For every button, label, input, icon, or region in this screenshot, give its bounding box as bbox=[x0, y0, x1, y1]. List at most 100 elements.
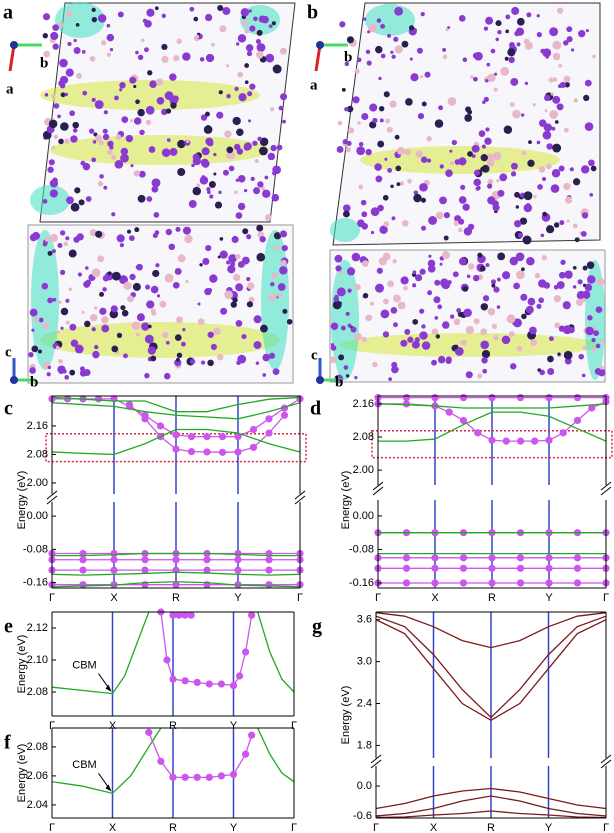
band-point bbox=[169, 675, 177, 683]
atom bbox=[454, 159, 461, 165]
atom bbox=[597, 368, 606, 377]
band-point bbox=[402, 554, 411, 562]
axis-label: a bbox=[310, 77, 318, 93]
atom bbox=[106, 52, 112, 57]
atom bbox=[549, 27, 559, 37]
atom bbox=[565, 272, 570, 277]
atom bbox=[243, 188, 248, 193]
atom bbox=[454, 346, 464, 356]
band-point bbox=[217, 680, 225, 688]
atom bbox=[126, 295, 134, 303]
band-point bbox=[205, 680, 213, 688]
atom bbox=[508, 331, 515, 338]
atom bbox=[473, 318, 480, 325]
y-tick-label: 2.16 bbox=[353, 398, 374, 410]
atom bbox=[218, 90, 223, 95]
y-tick-label: 2.10 bbox=[27, 654, 48, 666]
atom bbox=[403, 285, 408, 291]
atom bbox=[153, 212, 160, 218]
band-point bbox=[265, 581, 273, 589]
atom bbox=[100, 40, 107, 46]
band-point bbox=[203, 556, 211, 564]
atom bbox=[581, 297, 586, 302]
atom bbox=[421, 324, 426, 329]
atom bbox=[361, 211, 368, 218]
atom bbox=[102, 128, 108, 134]
axis-break bbox=[370, 754, 382, 769]
atom bbox=[382, 331, 390, 338]
band-point bbox=[265, 566, 273, 574]
atom bbox=[485, 263, 490, 268]
atom bbox=[188, 199, 197, 208]
atom bbox=[382, 252, 391, 261]
atom bbox=[557, 7, 564, 14]
atom bbox=[578, 353, 585, 360]
atom bbox=[213, 172, 217, 176]
atom bbox=[57, 114, 61, 119]
atom bbox=[524, 81, 529, 86]
atom bbox=[486, 62, 491, 67]
y-tick-label: 2.06 bbox=[27, 770, 48, 782]
atom bbox=[69, 110, 75, 117]
atom bbox=[366, 60, 372, 66]
atom bbox=[213, 152, 217, 157]
atom bbox=[580, 165, 590, 174]
atom bbox=[222, 7, 231, 15]
atom bbox=[264, 175, 269, 180]
atom bbox=[339, 270, 344, 275]
atom bbox=[463, 308, 472, 318]
atom bbox=[578, 30, 586, 38]
atom bbox=[161, 43, 168, 51]
atom bbox=[97, 255, 105, 263]
atom bbox=[262, 353, 271, 362]
atom bbox=[185, 279, 189, 284]
atom bbox=[60, 230, 66, 236]
band-point bbox=[79, 581, 87, 589]
atom bbox=[344, 61, 350, 67]
atom bbox=[383, 298, 389, 305]
atom bbox=[512, 109, 521, 119]
atom bbox=[533, 195, 537, 199]
atom bbox=[192, 186, 202, 196]
atom bbox=[558, 271, 566, 279]
atom bbox=[404, 328, 411, 335]
y-tick-label: 0.00 bbox=[353, 510, 374, 522]
atom bbox=[199, 57, 205, 62]
band-point bbox=[141, 415, 149, 423]
atom bbox=[62, 369, 67, 374]
atom bbox=[537, 368, 541, 372]
atom bbox=[133, 170, 141, 177]
atom bbox=[95, 134, 102, 142]
band-point bbox=[573, 416, 582, 425]
atom bbox=[390, 184, 394, 189]
atom bbox=[473, 178, 481, 187]
band-point bbox=[203, 566, 211, 574]
atom bbox=[58, 22, 64, 28]
atom bbox=[195, 34, 200, 39]
atom bbox=[552, 143, 562, 153]
atom bbox=[94, 100, 104, 110]
atom bbox=[64, 138, 70, 144]
band-point bbox=[249, 425, 258, 434]
atom bbox=[253, 315, 262, 324]
atom bbox=[150, 285, 159, 294]
atom bbox=[99, 174, 104, 179]
atom bbox=[125, 134, 134, 143]
atom bbox=[147, 70, 153, 76]
x-tick-label: Γ bbox=[291, 720, 297, 732]
atom bbox=[472, 274, 480, 282]
atom bbox=[566, 26, 573, 33]
atom bbox=[244, 29, 249, 34]
atom bbox=[551, 168, 561, 178]
band-point bbox=[172, 581, 180, 589]
atom bbox=[516, 345, 523, 352]
atom bbox=[550, 184, 560, 193]
atom bbox=[65, 68, 74, 77]
atom bbox=[253, 341, 262, 350]
atom bbox=[510, 171, 517, 177]
band-line bbox=[51, 727, 162, 795]
atom bbox=[161, 148, 171, 158]
atom bbox=[362, 292, 369, 299]
band-point bbox=[187, 433, 196, 441]
atom bbox=[110, 305, 118, 313]
